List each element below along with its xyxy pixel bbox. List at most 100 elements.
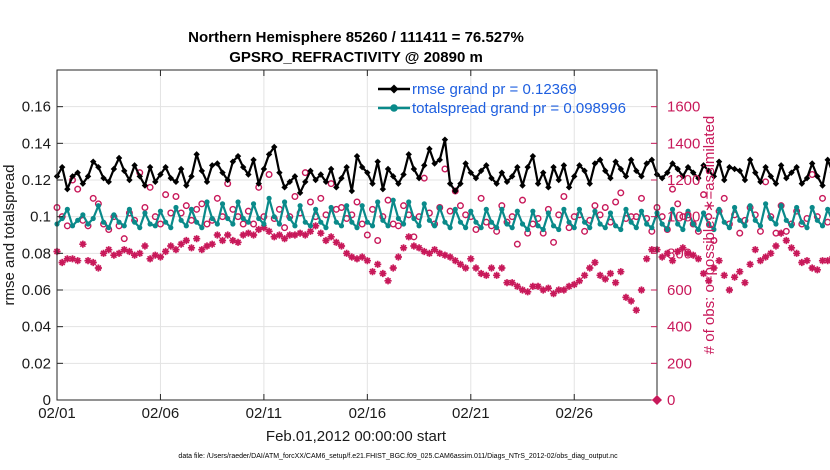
totalspread-point [794,204,800,211]
possible-point [477,194,485,202]
possible-point [612,198,620,206]
rmse-point [208,162,216,169]
assimilated-point [286,231,294,239]
rmse-point [353,152,361,160]
possible-point [824,218,830,226]
assimilated-point [725,286,734,294]
assimilated-point [337,242,346,250]
assimilated-point [405,233,413,241]
assimilated-point [617,268,625,276]
assimilated-point [756,257,765,265]
totalspread-point [411,215,417,222]
possible-point [410,233,418,241]
assimilated-point [332,238,340,246]
totalspread-point [731,204,738,211]
x-axis-label: Feb.01,2012 00:00:00 start [266,428,447,445]
assimilated-point [156,253,165,261]
assimilated-point [586,264,594,272]
rmse-point [545,184,552,191]
assimilated-point [136,249,144,257]
possible-point [560,192,568,200]
totalspread-point [638,208,645,214]
y2-tick-labels: 0 200 400 600 800 1000 1200 1400 1600 [667,99,700,409]
assimilated-point [715,257,723,265]
rmse-point [369,180,376,187]
assimilated-point [162,247,170,256]
rmse-point [777,162,785,169]
totalspread-point [706,221,712,227]
assimilated-point [580,271,589,279]
rmse-point [695,174,702,182]
possible-point [74,185,82,193]
rmse-point [245,171,252,178]
assimilated-point [596,271,604,279]
rmse-point [379,185,387,193]
y2-tick-label: 0 [667,392,675,409]
assimilated-point [306,227,315,235]
rmse-point [710,173,718,180]
rmse-point [105,178,112,186]
rmse-point [565,184,573,191]
rmse-point [255,180,262,187]
chart-title: Northern Hemisphere 85260 / 111411 = 76.… [188,29,524,46]
tick-marks [56,70,657,401]
totalspread-point [680,226,686,233]
chart-subtitle: GPSRO_REFRACTIVITY @ 20890 m [229,49,483,66]
rmse-point [390,173,397,180]
totalspread-point [235,199,241,205]
assimilated-point [813,266,821,274]
x-tick-label: 02/26 [555,405,593,422]
assimilated-point [177,240,185,248]
totalspread-point [261,221,267,227]
rmse-point [493,180,500,187]
rmse-point [602,167,609,175]
assimilated-point [218,236,227,245]
totalspread-point [333,219,339,225]
totalspread-point [137,225,143,231]
possible-point [519,196,527,204]
possible-point [363,231,371,239]
assimilated-point [441,251,449,259]
totalspread-point [763,201,769,207]
assimilated-point [280,235,289,243]
rmse-point [596,156,604,164]
totalspread-point [364,219,370,225]
totalspread-point [256,215,262,222]
rmse-point [529,152,537,160]
totalspread-point [380,217,386,223]
assimilated-point [689,251,697,259]
assimilated-point [762,253,770,261]
rmse-point [436,156,443,164]
totalspread-point [685,208,691,214]
totalspread-point [183,223,189,229]
assimilated-point [482,271,490,279]
y2-tick-label: 1000 [667,209,700,226]
totalspread-point [85,221,91,227]
totalspread-point [100,219,107,225]
totalspread-point [773,221,779,227]
possible-point [353,198,361,206]
totalspread-point [126,206,133,212]
x-tick-label: 02/01 [38,405,76,422]
rmse-point [203,178,211,186]
totalspread-point [804,225,810,231]
totalspread-point [623,206,629,212]
possible-point [591,202,599,210]
totalspread-point [349,219,355,225]
y-tick-label: 0.02 [22,355,51,372]
possible-point [674,200,682,208]
y-tick-label: 0.08 [22,245,51,262]
possible-point [756,227,764,235]
assimilated-point [824,257,830,265]
totalspread-point [509,225,515,231]
rmse-point [260,165,268,173]
assimilated-point [446,253,454,261]
totalspread-point [576,206,583,212]
rmse-point [395,180,402,187]
totalspread-point [700,210,707,216]
totalspread-point [266,195,272,201]
rmse-point [198,167,206,175]
totalspread-point [426,217,433,223]
legend-totalspread-label: totalspread grand pr = 0.098996 [412,100,626,117]
plot-frame [56,69,658,401]
